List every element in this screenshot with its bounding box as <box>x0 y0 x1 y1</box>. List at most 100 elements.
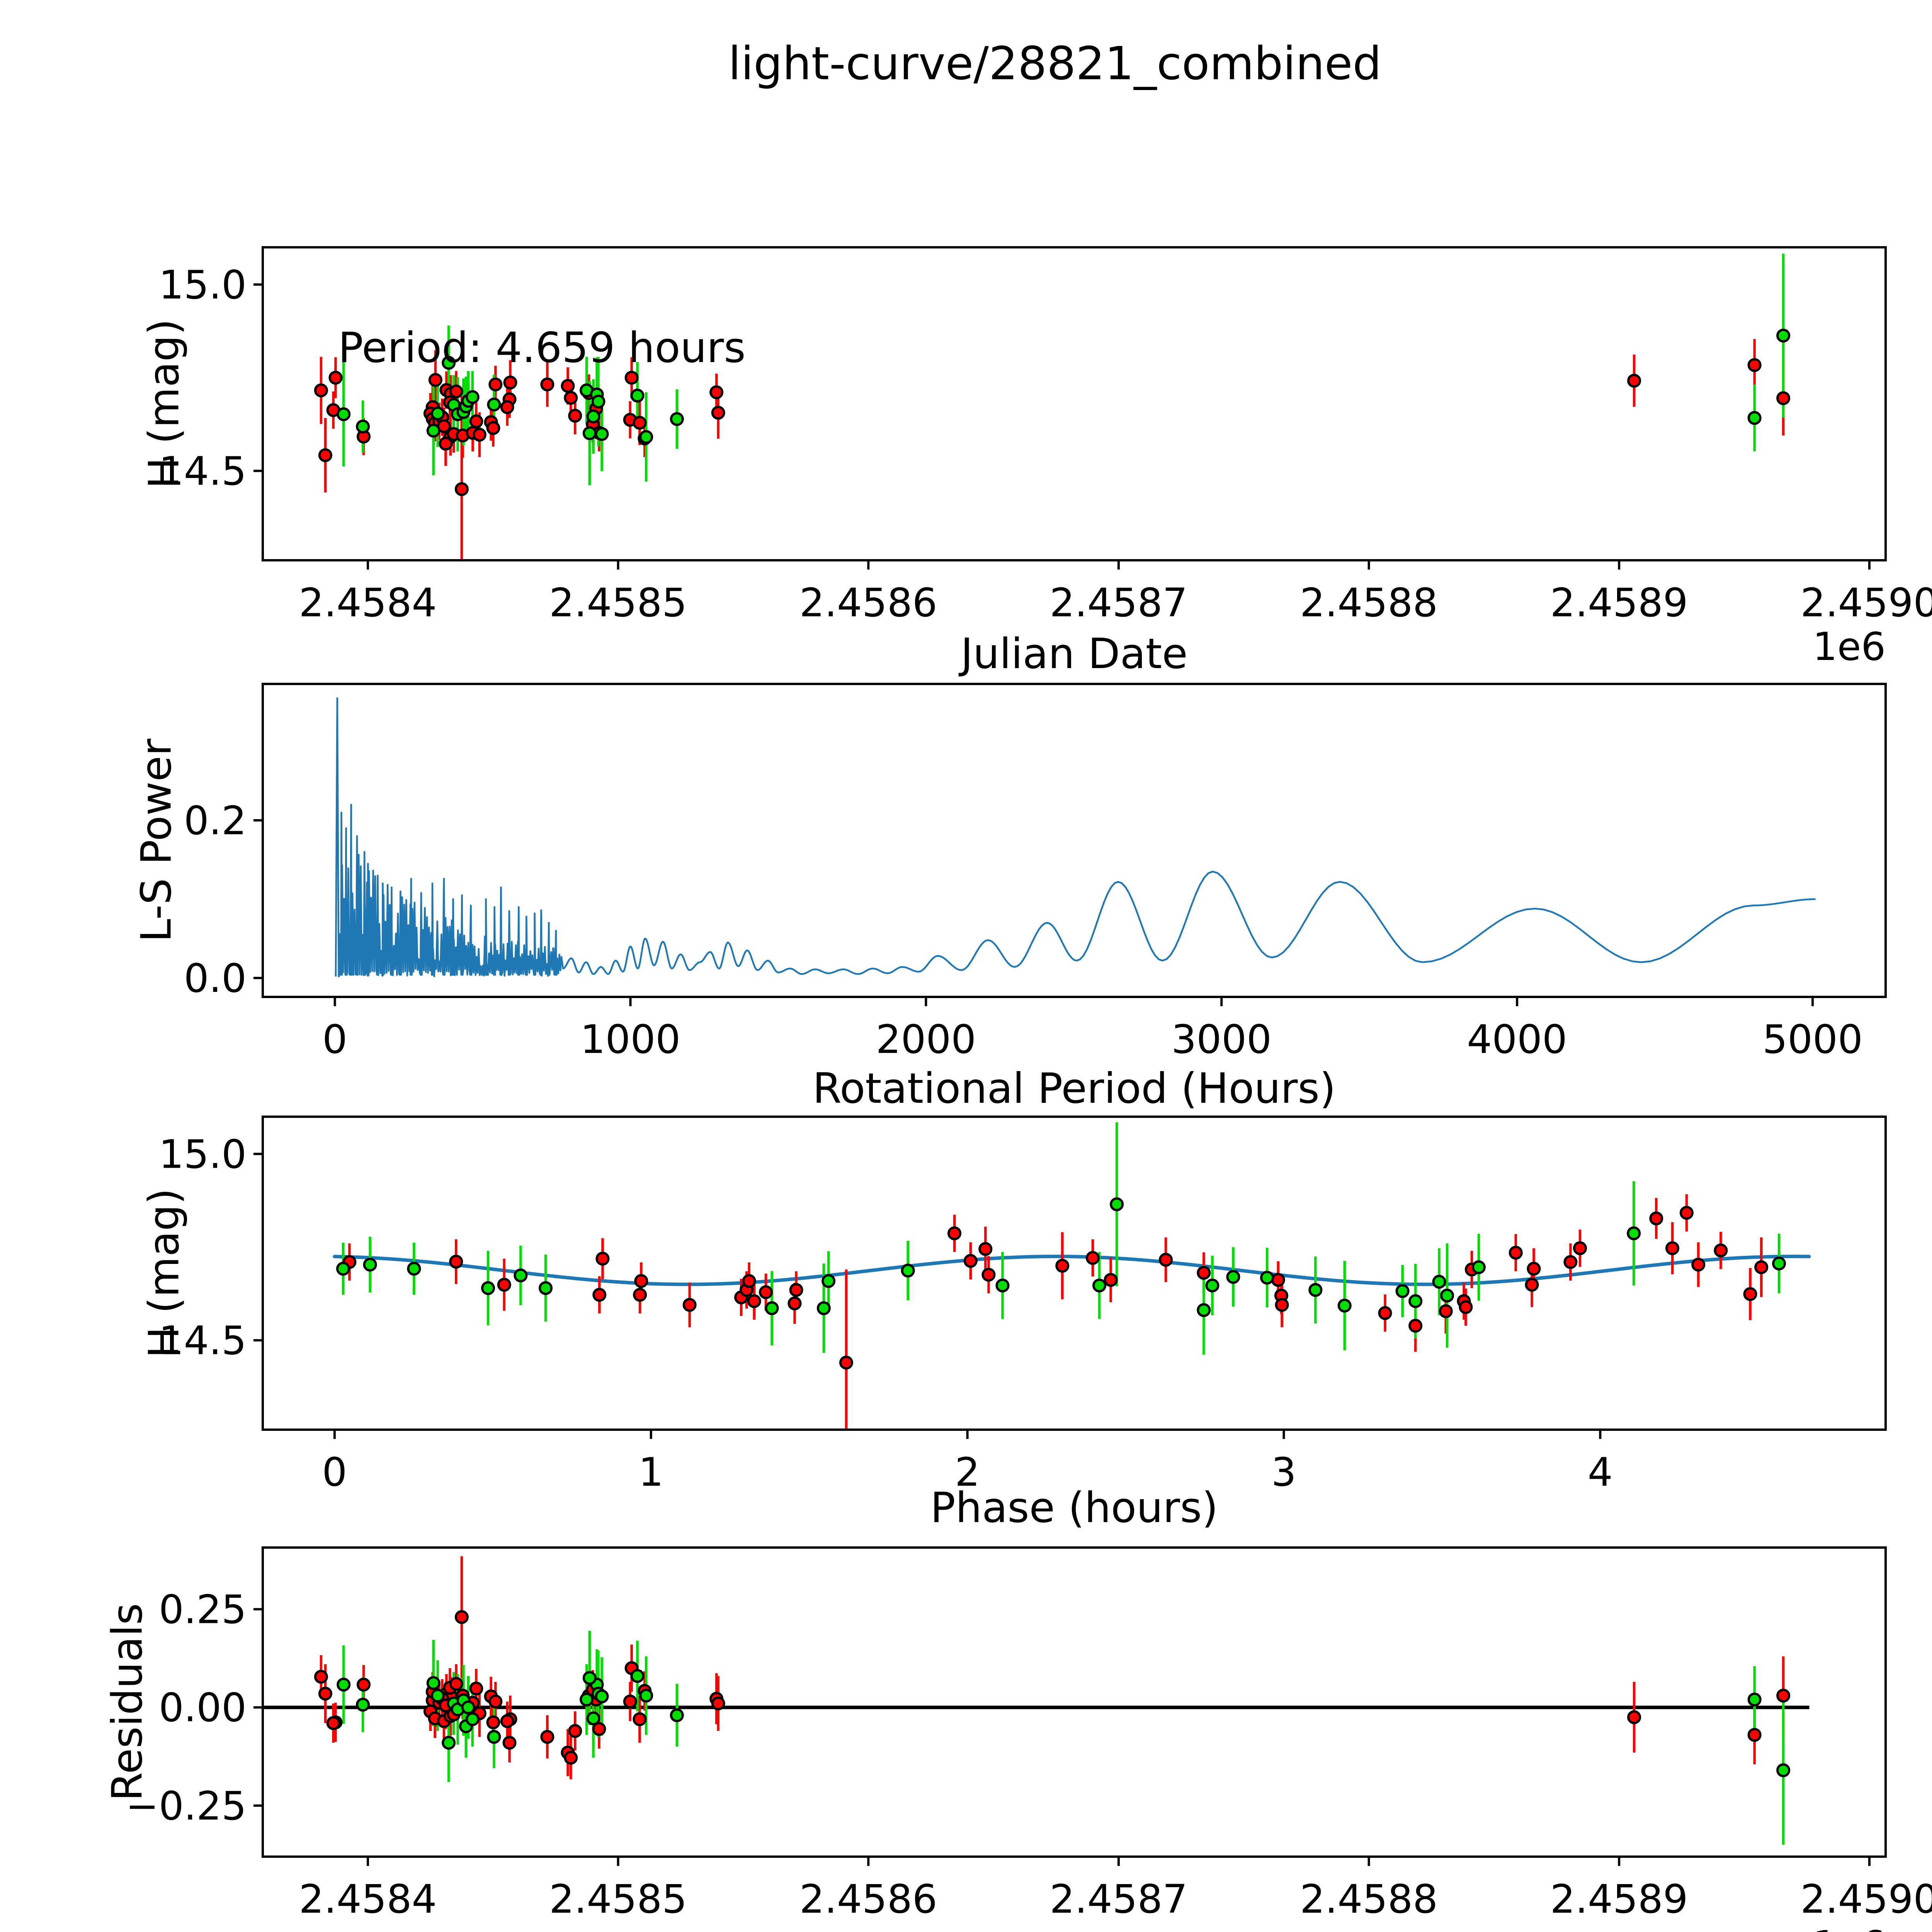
data-point <box>995 1278 1010 1293</box>
x-tick-label: 5000 <box>1762 1017 1863 1063</box>
data-point <box>1439 1304 1453 1318</box>
data-point <box>816 1301 831 1315</box>
data-point <box>500 400 514 414</box>
data-point <box>407 1262 421 1276</box>
data-point <box>426 1676 440 1690</box>
data-point <box>709 385 724 400</box>
data-point <box>363 1257 377 1272</box>
data-point <box>1197 1303 1211 1317</box>
data-point <box>1776 1763 1791 1777</box>
data-point <box>336 1262 350 1276</box>
y-tick-label: 15.0 <box>159 262 247 308</box>
red-data-points <box>314 1610 1791 1765</box>
fit-curve <box>333 1255 1811 1286</box>
data-point <box>1772 1256 1786 1270</box>
subplot4-xlabel: Julian Date <box>961 1928 1187 1932</box>
data-point <box>1665 1241 1680 1255</box>
data-point <box>595 427 609 441</box>
ticks: 2.4584 2.4585 2.4586 2.4587 2.4588 2.4589 2.45… <box>159 262 1932 626</box>
data-point <box>1271 1273 1285 1287</box>
x-tick-label: 2.4587 <box>1050 1876 1188 1922</box>
axes-background <box>263 247 1886 560</box>
y-tick-label: 0.25 <box>159 1587 247 1633</box>
data-point <box>1509 1245 1523 1260</box>
data-point <box>487 1730 501 1744</box>
periodogram-line <box>335 697 1816 978</box>
data-point <box>592 1722 606 1736</box>
data-point <box>328 371 343 385</box>
data-point <box>1471 1260 1486 1274</box>
data-point <box>1085 1251 1100 1265</box>
x-tick-label: 2.4584 <box>299 580 437 626</box>
y-tick-label: 14.5 <box>159 1318 247 1364</box>
x-tick-label: 3000 <box>1171 1017 1272 1063</box>
x-tick-label: 0 <box>322 1449 347 1495</box>
data-point <box>1679 1206 1694 1220</box>
x-tick-label: 2.4587 <box>1050 580 1188 626</box>
subplot3-ylabel: H (mag) <box>140 1188 189 1358</box>
data-point <box>430 406 445 421</box>
data-point <box>630 388 645 403</box>
subplot2-xlabel: Rotational Period (Hours) <box>813 1065 1336 1113</box>
x-tick-label: 2.4589 <box>1550 1876 1688 1922</box>
y-tick-label: 0.2 <box>184 798 247 844</box>
data-point <box>1440 1288 1454 1303</box>
y-tick-label: 14.5 <box>159 449 247 495</box>
red-data-points <box>342 1206 1769 1370</box>
data-point <box>633 1287 647 1302</box>
x-tick-label: 2.4586 <box>799 580 937 626</box>
data-point <box>582 426 597 440</box>
data-point <box>449 1255 463 1269</box>
data-point <box>1747 358 1762 372</box>
data-point <box>442 355 456 370</box>
x-tick-label: 2.4590 <box>1800 1876 1932 1922</box>
data-point <box>765 1301 779 1315</box>
data-point <box>1627 1710 1641 1725</box>
subplot1-x-offset: 1e6 <box>1813 624 1886 669</box>
data-point <box>561 379 575 393</box>
data-point <box>595 1689 609 1704</box>
data-point <box>747 1294 761 1308</box>
axes-spines <box>262 683 1887 998</box>
data-point <box>481 1281 495 1295</box>
x-tick-label: 2.4588 <box>1300 580 1438 626</box>
data-point <box>502 1736 517 1750</box>
data-point <box>1527 1262 1541 1276</box>
data-point <box>1776 391 1791 405</box>
data-point <box>1525 1277 1539 1292</box>
data-point <box>1055 1259 1070 1273</box>
data-point <box>564 391 578 405</box>
subplot-2: 0 1000 2000 3000 4000 5000 0.0 0.2 <box>184 683 1887 1063</box>
data-point <box>633 1712 647 1726</box>
data-point <box>314 1670 328 1684</box>
data-point <box>486 421 500 435</box>
data-point <box>1408 1294 1423 1308</box>
data-point <box>1205 1278 1219 1293</box>
data-point <box>1459 1300 1473 1314</box>
axes-spines <box>262 1116 1887 1431</box>
x-tick-label: 2.4585 <box>549 1876 687 1922</box>
data-point <box>539 1281 553 1295</box>
x-tick-label: 2.4588 <box>1300 1876 1438 1922</box>
y-tick-label: 0.0 <box>184 956 247 1002</box>
data-point <box>787 1296 802 1311</box>
data-point <box>500 1714 514 1728</box>
x-tick-label: 2000 <box>876 1017 976 1063</box>
subplot1-xlabel: Julian Date <box>961 630 1188 678</box>
data-point <box>682 1298 697 1312</box>
data-point <box>586 1711 600 1726</box>
data-point <box>595 1252 610 1266</box>
data-point <box>1747 1728 1762 1742</box>
data-point <box>454 1610 469 1624</box>
x-tick-label: 2.4590 <box>1800 580 1932 626</box>
axes-spines <box>262 246 1887 561</box>
data-point <box>449 384 463 399</box>
ticks: 0 1 2 3 4 15.0 14.5 <box>159 1131 1613 1495</box>
data-point <box>337 407 351 421</box>
period-annotation: Period: 4.659 hours <box>338 324 746 372</box>
subplot-4: 2.4584 2.4585 2.4586 2.4587 2.4588 2.4589 2.45… <box>126 1546 1932 1922</box>
data-point <box>472 428 486 442</box>
data-point <box>839 1355 854 1370</box>
data-point <box>630 1669 645 1683</box>
